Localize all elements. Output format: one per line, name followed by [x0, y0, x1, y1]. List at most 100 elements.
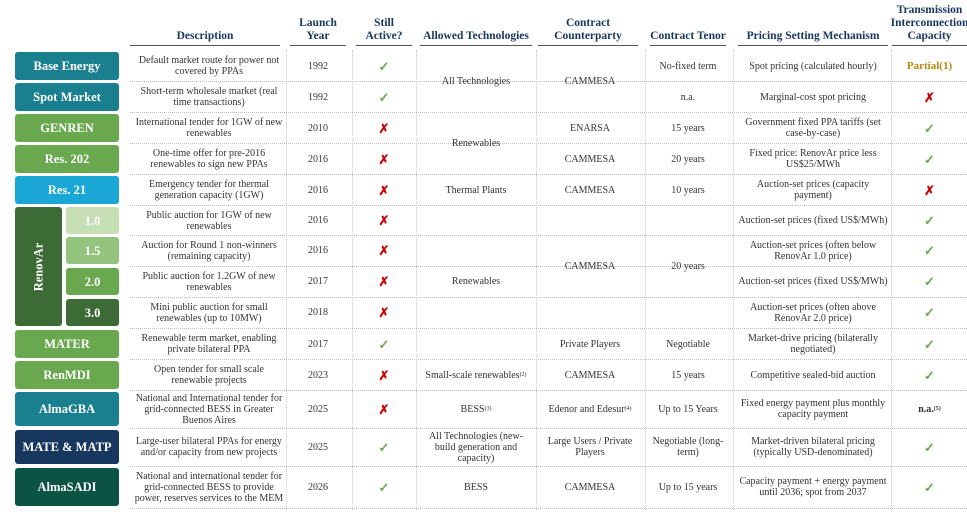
trans-mater: ✓: [892, 330, 967, 358]
footnote-marker: (4): [624, 405, 632, 412]
tenor-almasadi: Up to 15 years: [658, 481, 718, 493]
active-res-21: ✗: [356, 176, 412, 204]
year-renovar-1-5: 2016: [308, 245, 328, 256]
row-label-renovar-2-0: 2.0: [66, 268, 119, 295]
desc-spot-market: Short-term wholesale market (real time t…: [140, 86, 278, 108]
cross-icon: ✗: [378, 243, 390, 258]
desc-res-21: Emergency tender for thermal generation …: [148, 179, 270, 201]
year-renovar-3-0: 2018: [308, 307, 328, 318]
row-label-res-202: Res. 202: [15, 145, 119, 173]
cross-icon: ✗: [378, 367, 390, 383]
pricing-renovar-3-0: Auction-set prices (often above RenovAr …: [750, 301, 876, 324]
check-icon: ✓: [378, 439, 390, 455]
tenor-genren: 15 years: [671, 122, 705, 134]
row-divider: [130, 390, 967, 391]
desc-renovar-1-5: Auction for Round 1 non-winners (remaini…: [141, 239, 277, 262]
year-base-energy: 1992: [308, 60, 328, 72]
desc-genren: International tender for 1GW of new rene…: [135, 117, 283, 139]
row-divider: [130, 143, 967, 144]
trans-genren: ✓: [892, 114, 967, 142]
desc-mater: Renewable term market, enabling private …: [141, 333, 277, 355]
desc-base-energy: Default market route for power not cover…: [138, 55, 280, 77]
tech-almasadi: BESS: [464, 481, 488, 493]
pricing-mate-matp: Market-driven bilateral pricing (typical…: [751, 436, 875, 458]
trans-base-energy: Partial (1): [892, 52, 967, 80]
cpty-mate-matp: Large Users / Private Players: [547, 436, 633, 458]
pricing-renovar-2-0: Auction-set prices (fixed US$/MWh): [738, 276, 888, 287]
row-label-almagba: AlmaGBA: [15, 392, 119, 426]
cpty-almagba: Edenor and Edesur (4): [540, 392, 640, 426]
active-mate-matp: ✓: [356, 430, 412, 464]
active-renovar-2-0: ✗: [356, 268, 412, 295]
tech-thermal-plants: Thermal Plants: [445, 184, 507, 196]
check-icon: ✓: [924, 305, 935, 320]
header-contract-counterparty: Contract Counterparty: [538, 0, 638, 46]
row-divider: [130, 266, 967, 267]
col-divider: [733, 50, 734, 510]
header-allowed-technologies: Allowed Technologies: [420, 0, 532, 46]
na-label: n.a.: [918, 403, 934, 415]
cross-icon: ✗: [378, 274, 390, 289]
year-res-202: 2016: [308, 153, 328, 165]
desc-res-202: One-time offer for pre-2016 renewables t…: [150, 148, 268, 170]
pricing-renmdi: Competitive sealed-bid auction: [750, 369, 876, 381]
row-label-res-21: Res. 21: [15, 176, 119, 204]
cross-icon: ✗: [378, 213, 390, 228]
tech-renewables-renovar: Renewables: [451, 276, 501, 287]
tech-mate-matp: All Technologies (new-build generation a…: [428, 430, 524, 464]
pricing-genren: Government fixed PPA tariffs (set case-b…: [745, 117, 881, 139]
year-mater: 2017: [308, 338, 328, 350]
row-label-spot-market: Spot Market: [15, 83, 119, 111]
active-genren: ✗: [356, 114, 412, 142]
pricing-almasadi: Capacity payment + energy payment until …: [739, 476, 887, 498]
col-divider: [536, 50, 537, 510]
col-divider: [416, 50, 417, 510]
tenor-res-21: 10 years: [671, 184, 705, 196]
row-divider: [130, 81, 967, 82]
pricing-almagba: Fixed energy payment plus monthly capaci…: [740, 398, 886, 420]
row-label-mater: MATER: [15, 330, 119, 358]
cross-icon: ✗: [924, 182, 935, 198]
year-renovar-2-0: 2017: [308, 276, 328, 287]
check-icon: ✓: [924, 336, 935, 352]
row-divider: [130, 466, 967, 467]
pricing-base-energy: Spot pricing (calculated hourly): [749, 60, 877, 72]
row-divider: [130, 235, 967, 236]
row-divider: [130, 359, 967, 360]
trans-renovar-2-0: ✓: [892, 268, 967, 295]
trans-almagba: n.a. (5): [892, 392, 967, 426]
trans-res-21: ✗: [892, 176, 967, 204]
active-almagba: ✗: [356, 392, 412, 426]
check-icon: ✓: [378, 89, 390, 105]
active-renmdi: ✗: [356, 361, 412, 389]
tech-almagba-text: BESS: [460, 403, 485, 415]
pricing-renovar-1-5: Auction-set prices (often below RenovAr …: [749, 239, 877, 262]
pricing-spot-market: Marginal-cost spot pricing: [760, 91, 866, 103]
active-renovar-1-5: ✗: [356, 237, 412, 264]
row-divider: [130, 428, 967, 429]
tech-renmdi: Small-scale renewables (2): [420, 361, 532, 389]
check-icon: ✓: [924, 243, 935, 258]
cross-icon: ✗: [378, 305, 390, 320]
row-divider: [130, 205, 967, 206]
year-renmdi: 2023: [308, 369, 328, 381]
header-transmission: Transmission Interconnection Capacity: [891, 0, 967, 46]
row-divider: [130, 297, 967, 298]
desc-mate-matp: Large-user bilateral PPAs for energy and…: [136, 436, 282, 458]
check-icon: ✓: [924, 151, 935, 167]
cpty-cammesa-res-202: CAMMESA: [564, 153, 616, 165]
row-label-renovar-1-5: 1.5: [66, 237, 119, 264]
year-res-21: 2016: [308, 184, 328, 196]
tech-renewables-genren: Renewables: [451, 138, 501, 149]
tenor-renmdi: 15 years: [671, 369, 705, 381]
check-icon: ✓: [924, 479, 935, 495]
row-divider: [130, 112, 967, 113]
active-spot-market: ✓: [356, 83, 412, 111]
row-label-renovar-1-0: 1.0: [66, 207, 119, 234]
trans-renmdi: ✓: [892, 361, 967, 389]
active-base-energy: ✓: [356, 52, 412, 80]
header-description: Description: [130, 0, 280, 46]
year-mate-matp: 2025: [308, 441, 328, 453]
cpty-enarsa: ENARSA: [569, 122, 610, 134]
col-divider: [286, 50, 287, 510]
